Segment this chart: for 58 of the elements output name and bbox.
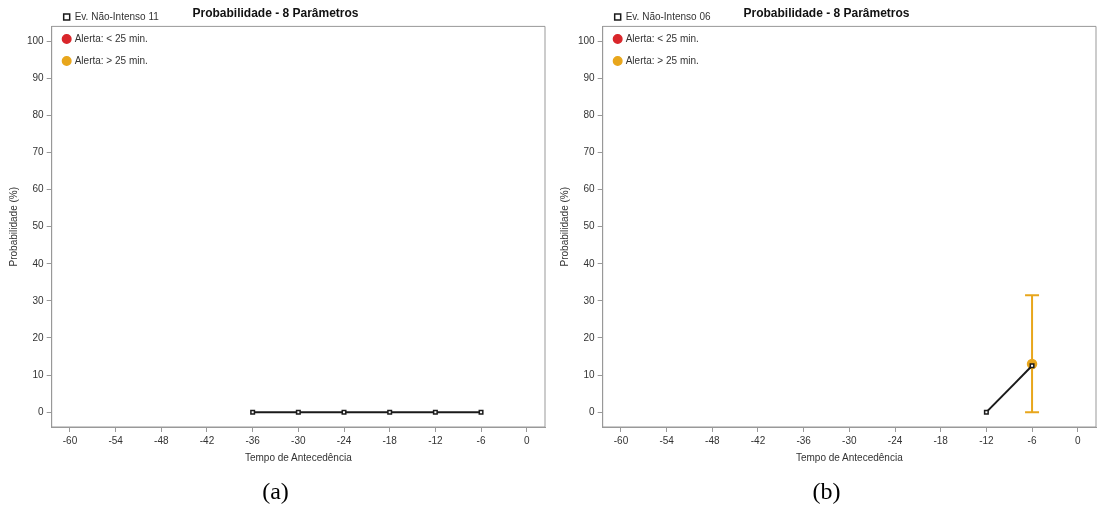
y-tick-label: 100 bbox=[27, 34, 45, 46]
y-tick-label: 80 bbox=[32, 109, 45, 121]
text: (b) bbox=[811, 478, 842, 505]
text: (a) bbox=[261, 478, 290, 505]
y-tick-label: 50 bbox=[583, 220, 596, 232]
x-tick-label: -30 bbox=[291, 434, 307, 446]
legend-label: Ev. Não-Intenso 06 bbox=[625, 10, 711, 22]
y-tick-label: 90 bbox=[32, 72, 45, 84]
x-tick-label: -6 bbox=[476, 434, 486, 446]
y-tick-label: 30 bbox=[32, 294, 45, 306]
x-tick-label: -12 bbox=[428, 434, 444, 446]
y-tick-label: 60 bbox=[32, 183, 45, 195]
x-tick-label: -48 bbox=[154, 434, 169, 446]
x-axis-title: Tempo de Antecedência bbox=[244, 451, 353, 463]
x-tick-label: 0 bbox=[523, 434, 530, 446]
x-tick-label: -36 bbox=[245, 434, 261, 446]
x-axis-title: Tempo de Antecedência bbox=[795, 451, 904, 463]
y-tick-label: 90 bbox=[583, 72, 596, 84]
y-tick-label: 50 bbox=[32, 220, 45, 232]
y-tick-label: 20 bbox=[32, 331, 45, 343]
chart-title: Probabilidade - 8 Parâmetros bbox=[192, 5, 359, 20]
y-axis-title: Probabilidade (%) bbox=[558, 186, 570, 267]
x-tick-label: -36 bbox=[796, 434, 812, 446]
legend-label: Alerta: > 25 min. bbox=[625, 54, 699, 66]
legend-label: Alerta: > 25 min. bbox=[74, 54, 148, 66]
x-tick-label: -30 bbox=[842, 434, 858, 446]
x-tick-label: -60 bbox=[613, 434, 629, 446]
y-tick-label: 30 bbox=[583, 294, 596, 306]
y-tick-label: 70 bbox=[32, 146, 45, 158]
x-tick-label: -18 bbox=[933, 434, 949, 446]
y-tick-label: 80 bbox=[583, 109, 596, 121]
x-tick-label: -42 bbox=[750, 434, 766, 446]
y-tick-label: 40 bbox=[583, 257, 596, 269]
y-tick-label: 10 bbox=[32, 368, 45, 380]
x-tick-label: -54 bbox=[108, 434, 124, 446]
x-tick-label: -54 bbox=[659, 434, 675, 446]
y-tick-label: 20 bbox=[583, 331, 596, 343]
y-axis-title: Probabilidade (%) bbox=[7, 186, 19, 267]
y-tick-label: 0 bbox=[38, 405, 45, 417]
y-tick-label: 10 bbox=[583, 368, 596, 380]
x-tick-label: -42 bbox=[199, 434, 215, 446]
x-tick-label: -24 bbox=[887, 434, 903, 446]
x-tick-label: -12 bbox=[979, 434, 995, 446]
y-tick-label: 100 bbox=[578, 34, 596, 46]
y-tick-label: 40 bbox=[32, 257, 45, 269]
x-tick-label: -60 bbox=[62, 434, 78, 446]
y-tick-label: 60 bbox=[583, 183, 596, 195]
legend-label: Ev. Não-Intenso 11 bbox=[74, 10, 160, 22]
chart-title: Probabilidade - 8 Parâmetros bbox=[743, 5, 910, 20]
y-tick-label: 70 bbox=[583, 146, 596, 158]
x-tick-label: -6 bbox=[1027, 434, 1037, 446]
x-tick-label: -24 bbox=[336, 434, 352, 446]
x-tick-label: -48 bbox=[705, 434, 720, 446]
y-tick-label: 0 bbox=[589, 405, 596, 417]
x-tick-label: -18 bbox=[382, 434, 398, 446]
x-tick-label: 0 bbox=[1074, 434, 1081, 446]
legend-label: Alerta: < 25 min. bbox=[625, 32, 699, 44]
legend-label: Alerta: < 25 min. bbox=[74, 32, 148, 44]
